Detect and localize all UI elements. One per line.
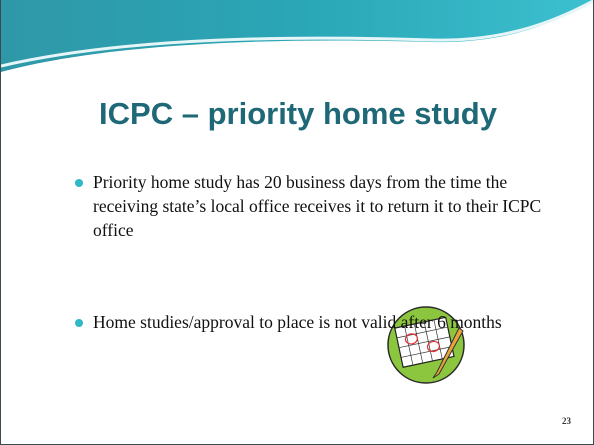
bullet-item: Home studies/approval to place is not va… <box>75 310 545 334</box>
slide-title: ICPC – priority home study <box>1 96 594 132</box>
bullet-text: Home studies/approval to place is not va… <box>93 312 502 332</box>
bullet-text: Priority home study has 20 business days… <box>93 170 543 242</box>
slide: ICPC – priority home study Priority home… <box>0 0 594 445</box>
page-number: 23 <box>562 416 571 426</box>
bullet-item: Priority home study has 20 business days… <box>75 170 545 242</box>
